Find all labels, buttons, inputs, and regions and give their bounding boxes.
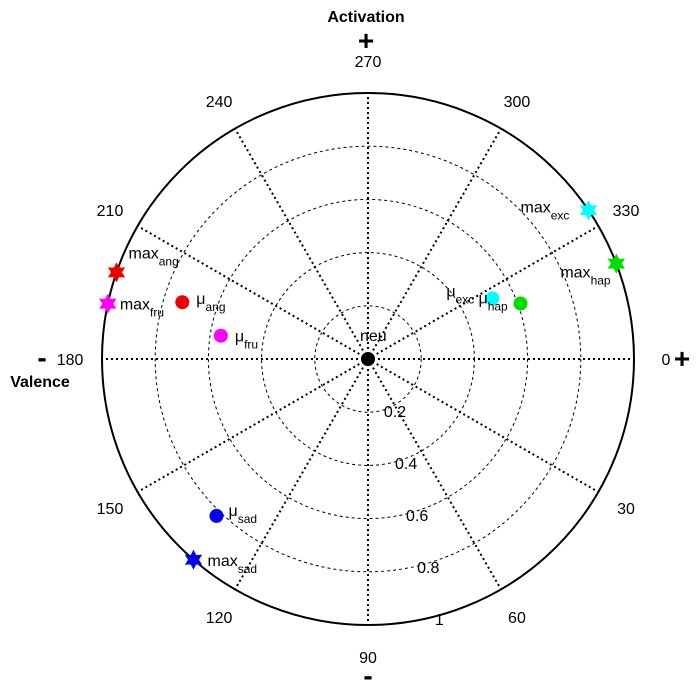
spoke-240 <box>234 128 369 360</box>
point-max-exc <box>579 200 598 221</box>
radial-tick-1: 1 <box>435 612 444 629</box>
angle-tick-240: 240 <box>206 94 233 111</box>
angle-tick-300: 300 <box>504 94 531 111</box>
point-max-sad <box>184 549 203 570</box>
x-axis-pos-sign: + <box>674 343 690 374</box>
angle-tick-150: 150 <box>97 501 124 518</box>
spoke-330 <box>367 225 599 360</box>
label-mu-exc: μexc <box>446 283 474 306</box>
spoke-120 <box>234 358 369 590</box>
label-mu-hap: μhap <box>478 291 508 314</box>
label-max-ang: maxang <box>128 245 178 268</box>
label-mu-ang: μang <box>196 291 225 314</box>
label-neu: neu <box>360 328 387 345</box>
angle-tick-60: 60 <box>508 610 526 627</box>
angle-tick-330: 330 <box>613 203 640 220</box>
label-max-exc: maxexc <box>521 199 570 222</box>
point-max-fru <box>99 293 117 314</box>
label-max-sad: maxsad <box>207 553 257 576</box>
y-axis-pos-sign: + <box>358 25 374 56</box>
point-neu <box>361 352 375 366</box>
label-max-hap: maxhap <box>560 265 611 288</box>
radial-tick-0-6: 0.6 <box>406 508 428 525</box>
x-axis-title: Valence <box>10 374 70 391</box>
angle-tick-90: 90 <box>359 650 377 667</box>
label-max-fru: maxfru <box>120 297 164 320</box>
angle-tick-120: 120 <box>206 610 233 627</box>
outer-boundary <box>101 92 635 626</box>
spoke-300 <box>367 128 502 360</box>
spoke-150 <box>137 358 369 493</box>
point-mu-sad <box>209 508 224 523</box>
radial-tick-0-2: 0.2 <box>384 404 406 421</box>
spoke-60 <box>367 358 502 590</box>
label-mu-fru: μfru <box>235 329 258 352</box>
point-mu-ang <box>175 295 190 310</box>
angle-tick-0: 0 <box>661 352 670 369</box>
radial-tick-0-4: 0.4 <box>395 456 417 473</box>
angle-tick-270: 270 <box>355 54 382 71</box>
point-mu-exc <box>485 291 500 306</box>
angle-tick-30: 30 <box>617 501 635 518</box>
grid-ring <box>314 305 422 413</box>
point-mu-hap <box>513 296 528 311</box>
angle-tick-labels: 0 30 60 90 120 150 180 210 240 270 300 330 <box>57 54 671 667</box>
spoke-210 <box>137 225 369 360</box>
radial-tick-0-8: 0.8 <box>417 560 439 577</box>
point-max-ang <box>107 262 126 283</box>
x-axis-neg-sign: - <box>37 342 46 373</box>
angle-tick-180: 180 <box>57 352 84 369</box>
label-mu-sad: μsad <box>228 503 257 526</box>
radial-tick-labels: 0.2 0.4 0.6 0.8 1 <box>384 404 444 629</box>
point-max-hap <box>607 253 625 274</box>
angle-spokes <box>102 93 634 625</box>
grid-ring <box>154 145 582 573</box>
angle-tick-210: 210 <box>97 203 124 220</box>
y-axis-title: Activation <box>327 9 404 26</box>
grid-ring <box>207 198 529 520</box>
y-axis-neg-sign: - <box>363 660 372 683</box>
data-points: neu μexc μhap maxexc maxhap μang μfru maxang max… <box>99 199 625 576</box>
point-mu-fru <box>213 328 228 343</box>
spoke-30 <box>367 358 599 493</box>
